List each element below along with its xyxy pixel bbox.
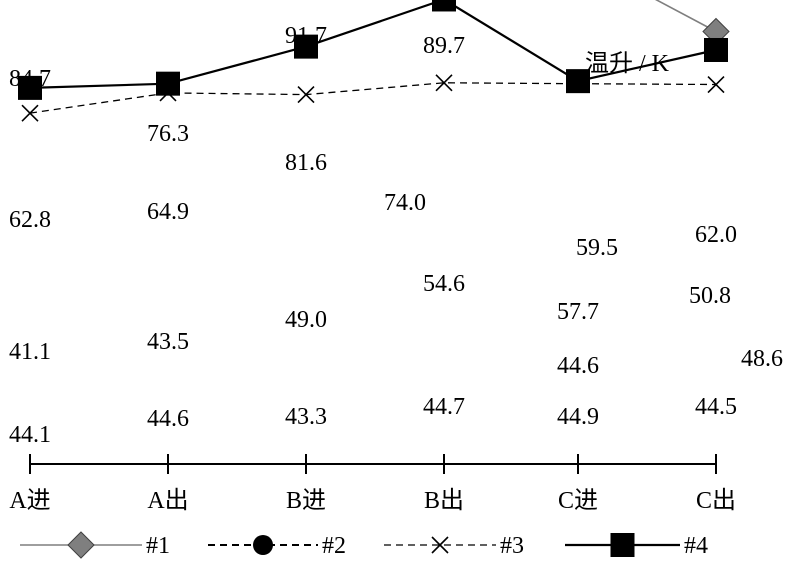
- series-3-point-6-stroke-b: [707, 75, 725, 94]
- series-3-point-1: [21, 104, 39, 122]
- x-tick-label-5: C进: [558, 488, 598, 514]
- series-4-point-5: [566, 69, 590, 94]
- data-label-s2-p1: 62.8: [9, 207, 51, 233]
- data-label-s4-p2: 44.6: [147, 406, 189, 432]
- data-labels: 84.7 76.3 81.6 89.7 59.5 50.8 62.8 64.9 91.7 74.0…: [9, 23, 783, 448]
- series-3-point-4: [435, 74, 453, 92]
- x-tick-label-1: A进: [9, 488, 50, 514]
- data-label-s3-p2: 43.5: [147, 329, 189, 355]
- series-3-point-3-stroke-b: [297, 86, 315, 104]
- data-label-s1-p6: 50.8: [689, 283, 731, 309]
- data-label-s2-p6: 62.0: [695, 222, 737, 248]
- data-label-s4-p5: 44.9: [557, 404, 599, 430]
- legend-marker-2: [253, 535, 273, 555]
- legend-marker-3: [431, 536, 449, 554]
- data-label-s1-p3: 81.6: [285, 150, 327, 176]
- data-label-s1-p4: 89.7: [423, 33, 465, 59]
- x-tick-label-6: C出: [696, 487, 736, 514]
- legend-label-2: #2: [322, 533, 346, 559]
- series-3-point-6: [707, 75, 725, 94]
- legend: #1 #2 #3 #4: [20, 531, 708, 559]
- x-tick-label-3: B进: [286, 488, 326, 514]
- series-4-point-2: [156, 71, 180, 96]
- legend-item-2: #2: [208, 533, 346, 559]
- legend-marker-4: [610, 533, 635, 557]
- legend-label-4: #4: [684, 533, 708, 559]
- legend-item-4: #4: [565, 533, 708, 559]
- series-4-point-4: [432, 0, 456, 12]
- legend-marker-3-stroke-b: [431, 536, 449, 554]
- series-4-line: [29, 0, 717, 89]
- series-3-point-4-stroke-b: [435, 74, 453, 92]
- x-tick-label-4: B出: [424, 487, 464, 514]
- legend-label-3: #3: [500, 533, 524, 559]
- legend-label-1: #1: [146, 533, 170, 559]
- series-4: [18, 0, 728, 100]
- legend-marker-1: [67, 531, 95, 559]
- data-label-s4-p6: 48.6: [741, 346, 783, 372]
- data-label-s1-p2: 76.3: [147, 121, 189, 147]
- series-3-point-1-stroke-b: [21, 104, 39, 122]
- data-label-s1-p1: 84.7: [9, 66, 51, 92]
- series-3-point-3: [297, 86, 315, 104]
- x-tick-label-2: A出: [147, 487, 188, 514]
- series-1-line: [654, 0, 717, 33]
- data-label-s1-p5: 59.5: [576, 235, 618, 261]
- data-label-s4-p4: 54.6: [423, 271, 465, 297]
- data-label-s3-p1: 41.1: [9, 339, 51, 365]
- data-label-s3-p6: 44.5: [695, 394, 737, 420]
- series-4-point-6: [704, 37, 728, 62]
- data-label-s2-p4: 74.0: [384, 190, 426, 216]
- series-4-point-3: [294, 34, 318, 59]
- series-3: [21, 74, 725, 122]
- legend-item-3: #3: [384, 533, 524, 559]
- data-label-s2-p5: 57.7: [557, 299, 599, 325]
- data-label-s4-p3: 49.0: [285, 307, 327, 333]
- data-label-s4-p1: 44.1: [9, 422, 51, 448]
- series-1: [654, 0, 730, 46]
- data-label-s2-p3: 91.7: [285, 23, 327, 49]
- series-4-point-1: [18, 75, 42, 100]
- data-label-s3-p5: 44.6: [557, 353, 599, 379]
- y-unit-label: 温升 / K: [585, 50, 670, 77]
- data-label-s2-p2: 64.9: [147, 199, 189, 225]
- data-label-s3-p4: 44.7: [423, 394, 465, 420]
- data-label-s3-p3: 43.3: [285, 404, 327, 430]
- legend-item-1: #1: [20, 531, 170, 559]
- series-3-line: [29, 82, 717, 114]
- plot-series: [18, 0, 730, 122]
- x-axis: A进 A出 B进 B出 C进 C出: [9, 454, 736, 514]
